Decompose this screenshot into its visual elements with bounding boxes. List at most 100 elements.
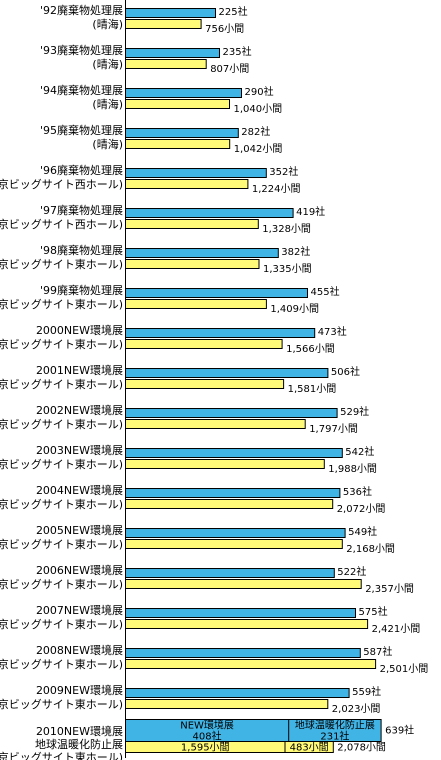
- booths-value-label: 2,072小間: [337, 503, 386, 515]
- chart-final-row: 2010NEW環境展地球温暖化防止展(東京ビッグサイト東ホール)NEW環境展地球…: [0, 719, 414, 760]
- exhibitors-bar: [125, 368, 329, 378]
- exhibitors-segment-label: 408社: [193, 730, 222, 743]
- exhibitors-bar: [125, 608, 356, 618]
- row-6: '98廃棄物処理展(東京ビッグサイト東ホール) 382社 1,335小間: [0, 243, 312, 275]
- row-11: 2003NEW環境展(東京ビッグサイト東ホール) 542社 1,988小間: [0, 443, 377, 475]
- exhibitors-value-label: 473社: [318, 325, 347, 338]
- exhibitors-bar: [125, 328, 316, 338]
- category-label-line1: 2002NEW環境展: [36, 403, 123, 417]
- row-10: 2002NEW環境展(東京ビッグサイト東ホール) 529社 1,797小間: [0, 403, 369, 435]
- row-12: 2004NEW環境展(東京ビッグサイト東ホール) 536社 2,072小間: [0, 483, 385, 515]
- booths-bar: [125, 499, 334, 509]
- exhibitors-segment-label: 231社: [320, 730, 349, 743]
- booths-bar: [125, 539, 343, 549]
- exhibitors-bar: [125, 288, 308, 298]
- category-label-line2: (東京ビッグサイト東ホール): [0, 537, 123, 551]
- segment-name-ondanka: 地球温暖化防止展: [295, 719, 375, 732]
- exhibitors-value-label: 419社: [296, 205, 325, 218]
- category-label-line2: (東京ビッグサイト東ホール): [0, 297, 123, 311]
- category-label-line1: 2000NEW環境展: [36, 323, 123, 337]
- category-label-line2: (東京ビッグサイト西ホール): [0, 177, 123, 191]
- exhibitors-bar: [125, 448, 343, 458]
- category-label-line1: 2009NEW環境展: [36, 683, 123, 697]
- booths-bar: [125, 659, 377, 669]
- category-label-line2: (東京ビッグサイト東ホール): [0, 617, 123, 631]
- exhibitors-bar: [125, 208, 294, 218]
- category-label-line1: '99廃棄物処理展: [40, 283, 123, 297]
- exhibitors-bar: [125, 8, 216, 18]
- booths-bar: [125, 139, 231, 149]
- row-2: '94廃棄物処理展(晴海) 290社 1,040小間: [40, 83, 282, 115]
- booths-bar: [125, 219, 259, 229]
- category-label-line2: 地球温暖化防止展: [35, 737, 123, 751]
- category-label-line1: 2008NEW環境展: [36, 643, 123, 657]
- exhibitors-value-label: 522社: [337, 565, 366, 578]
- exhibitors-value-label: 549社: [348, 525, 377, 538]
- booths-value-label: 2,357小間: [365, 583, 414, 595]
- category-label-line2: (東京ビッグサイト東ホール): [0, 497, 123, 511]
- booths-value-label: 1,409小間: [270, 303, 319, 315]
- booths-segment-label: 1,595小間: [181, 742, 230, 754]
- row-7: '99廃棄物処理展(東京ビッグサイト東ホール) 455社 1,409小間: [0, 283, 340, 315]
- category-label-line2: (東京ビッグサイト東ホール): [0, 377, 123, 391]
- booths-value-label: 2,421小間: [372, 623, 421, 635]
- booths-value-label: 1,988小間: [328, 463, 377, 475]
- category-label-line1: 2003NEW環境展: [36, 443, 123, 457]
- exhibitors-value-label: 225社: [219, 5, 248, 18]
- category-label-line2: (晴海): [92, 97, 123, 111]
- exhibitors-value-label: 536社: [343, 485, 372, 498]
- booths-value-label: 2,168小間: [346, 543, 395, 555]
- booths-value-label: 2,501小間: [380, 663, 429, 675]
- exhibitors-value-label: 575社: [359, 605, 388, 618]
- exhibitors-bar: [125, 248, 279, 258]
- booths-segment-label: 483小間: [290, 742, 329, 754]
- exhibitors-total-label: 639社: [385, 724, 414, 737]
- exhibitors-bar: [125, 648, 361, 658]
- booths-value-label: 1,042小間: [234, 143, 283, 155]
- category-label-line1: 2005NEW環境展: [36, 523, 123, 537]
- booths-total-label: 2,078小間: [337, 742, 386, 754]
- exhibitors-bar: [125, 88, 242, 98]
- booths-value-label: 1,797小間: [309, 423, 358, 435]
- row-15: 2007NEW環境展(東京ビッグサイト東ホール) 575社 2,421小間: [0, 603, 420, 635]
- exhibitors-bar: [125, 568, 335, 578]
- category-label-line1: 2007NEW環境展: [36, 603, 123, 617]
- booths-value-label: 1,335小間: [263, 263, 312, 275]
- category-label-line1: 2001NEW環境展: [36, 363, 123, 377]
- booths-value-label: 1,566小間: [286, 343, 335, 355]
- booths-bar: [125, 699, 329, 709]
- exhibitors-value-label: 235社: [223, 45, 252, 58]
- exhibitors-bar: [125, 488, 341, 498]
- category-label-line2: (東京ビッグサイト東ホール): [0, 257, 123, 271]
- category-label-line1: 2006NEW環境展: [36, 563, 123, 577]
- category-label-line2: (東京ビッグサイト西ホール): [0, 217, 123, 231]
- category-label-line1: '94廃棄物処理展: [40, 83, 123, 97]
- booths-value-label: 756小間: [205, 23, 244, 35]
- booths-bar: [125, 579, 362, 589]
- row-8: 2000NEW環境展(東京ビッグサイト東ホール) 473社 1,566小間: [0, 323, 347, 355]
- booths-bar: [125, 59, 207, 69]
- booths-value-label: 2,023小間: [332, 703, 381, 715]
- category-label-line2: (東京ビッグサイト東ホール): [0, 417, 123, 431]
- exhibitors-value-label: 587社: [363, 645, 392, 658]
- booths-value-label: 1,224小間: [252, 183, 301, 195]
- category-label-line2: (東京ビッグサイト東ホール): [0, 337, 123, 351]
- row-9: 2001NEW環境展(東京ビッグサイト東ホール) 506社 1,581小間: [0, 363, 360, 395]
- booths-bar: [125, 259, 260, 269]
- booths-bar: [125, 619, 369, 629]
- category-label-line1: '95廃棄物処理展: [40, 123, 123, 137]
- booths-bar: [125, 339, 283, 349]
- category-label-line2: (東京ビッグサイト東ホール): [0, 657, 123, 671]
- category-label-line1: '92廃棄物処理展: [40, 3, 123, 17]
- category-label-line2: (晴海): [92, 57, 123, 71]
- exhibitors-bar: [125, 528, 346, 538]
- booths-value-label: 1,040小間: [234, 103, 283, 115]
- exhibitors-bar: [125, 128, 239, 138]
- exhibitors-bar: [125, 688, 350, 698]
- category-label-line2: (晴海): [92, 17, 123, 31]
- exhibitors-value-label: 382社: [281, 245, 310, 258]
- exhibitors-value-label: 455社: [311, 285, 340, 298]
- exhibitors-value-label: 352社: [269, 165, 298, 178]
- booths-bar: [125, 459, 325, 469]
